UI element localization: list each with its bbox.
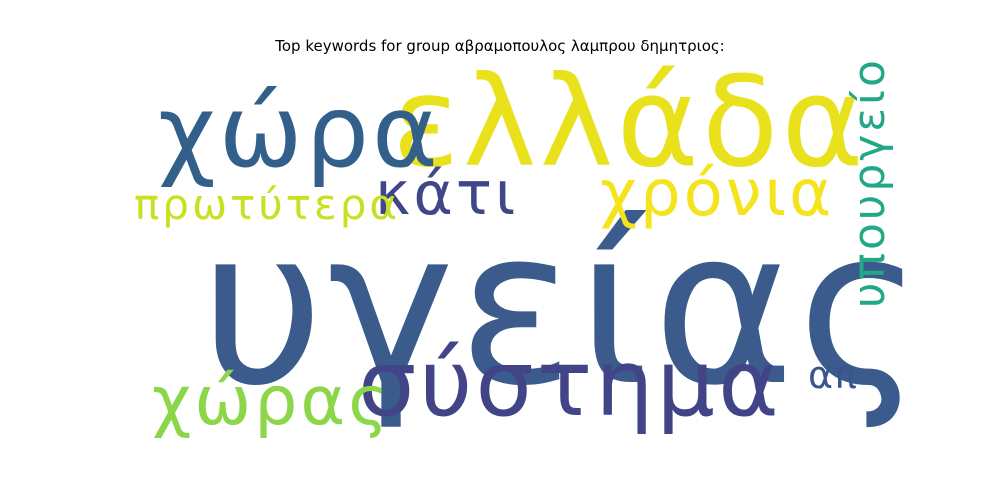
word-ypourgeio: υπουργείο [844, 57, 895, 308]
word-systima: σύστημα [358, 330, 782, 437]
word-ygeias: υγείας [200, 182, 927, 433]
word-ellada: ελλάδα [392, 50, 867, 195]
word-proterya: πρωτύτερα [134, 180, 401, 229]
word-xora: χώρα [158, 73, 441, 190]
word-kati: κάτι [375, 159, 519, 229]
word-cloud: υγείας ελλάδα χώρα σύστημα χρόνια χώρας … [130, 50, 924, 460]
word-ap: απ [808, 353, 858, 397]
word-xronia: χρόνια [600, 157, 835, 231]
chart-title: Top keywords for group αβραμοπουλος λαμπ… [275, 37, 725, 55]
word-xoras: χώρας [152, 362, 392, 441]
